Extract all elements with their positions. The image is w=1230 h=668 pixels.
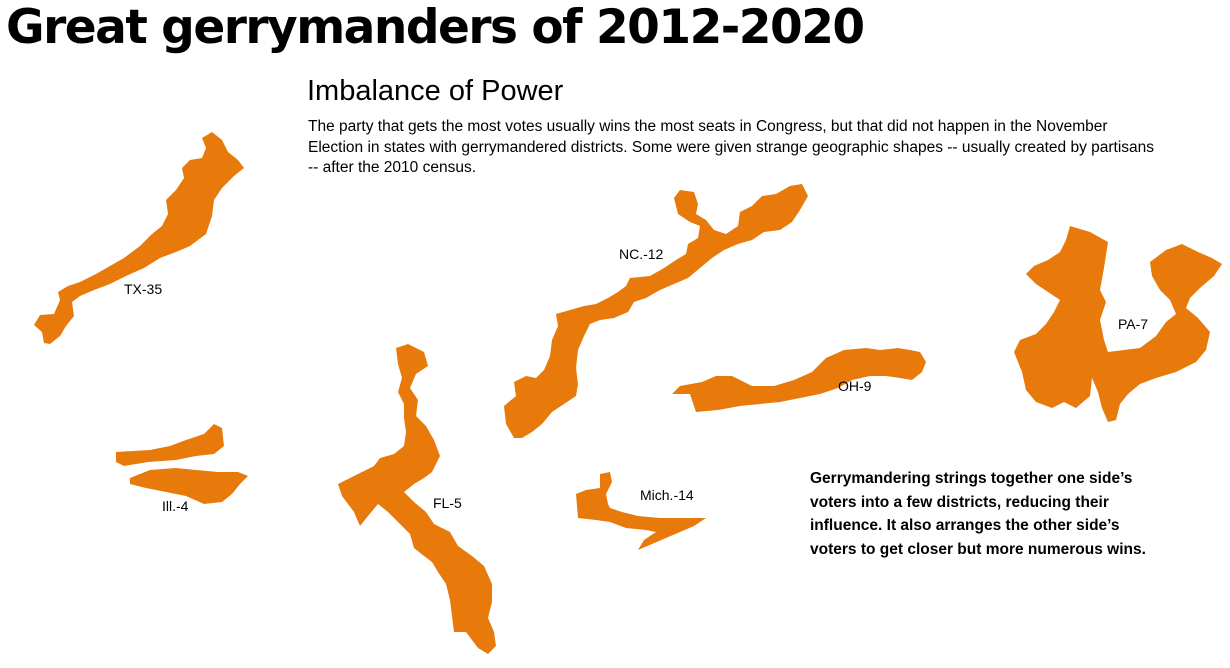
page-title: Great gerrymanders of 2012-2020	[6, 0, 865, 55]
district-label-fl-5: FL-5	[433, 495, 462, 511]
district-shape-pa-7	[1014, 226, 1222, 422]
district-shape-ill-4	[116, 424, 248, 504]
district-shape-nc-12	[504, 184, 808, 438]
district-label-pa-7: PA-7	[1118, 316, 1148, 332]
district-label-tx-35: TX-35	[124, 281, 162, 297]
district-shape-mich-14	[576, 472, 706, 550]
intro-paragraph: The party that gets the most votes usual…	[308, 118, 1155, 176]
explainer-paragraph: Gerrymandering strings together one side…	[810, 470, 1146, 558]
district-label-nc-12: NC.-12	[619, 246, 664, 262]
district-shape-tx-35	[34, 132, 244, 344]
district-label-oh-9: OH-9	[838, 378, 872, 394]
district-label-ill-4: Ill.-4	[162, 498, 189, 514]
district-shape-oh-9	[672, 348, 926, 412]
subtitle: Imbalance of Power	[307, 75, 564, 107]
district-label-mich-14: Mich.-14	[640, 487, 694, 503]
district-shape-fl-5	[338, 344, 496, 654]
